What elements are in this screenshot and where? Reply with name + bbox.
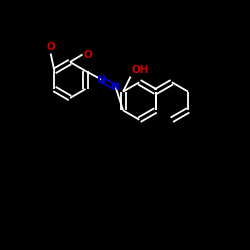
- Text: O: O: [46, 42, 55, 51]
- Text: N: N: [111, 82, 120, 92]
- Text: N: N: [97, 75, 106, 85]
- Text: O: O: [84, 50, 92, 59]
- Text: OH: OH: [132, 65, 149, 76]
